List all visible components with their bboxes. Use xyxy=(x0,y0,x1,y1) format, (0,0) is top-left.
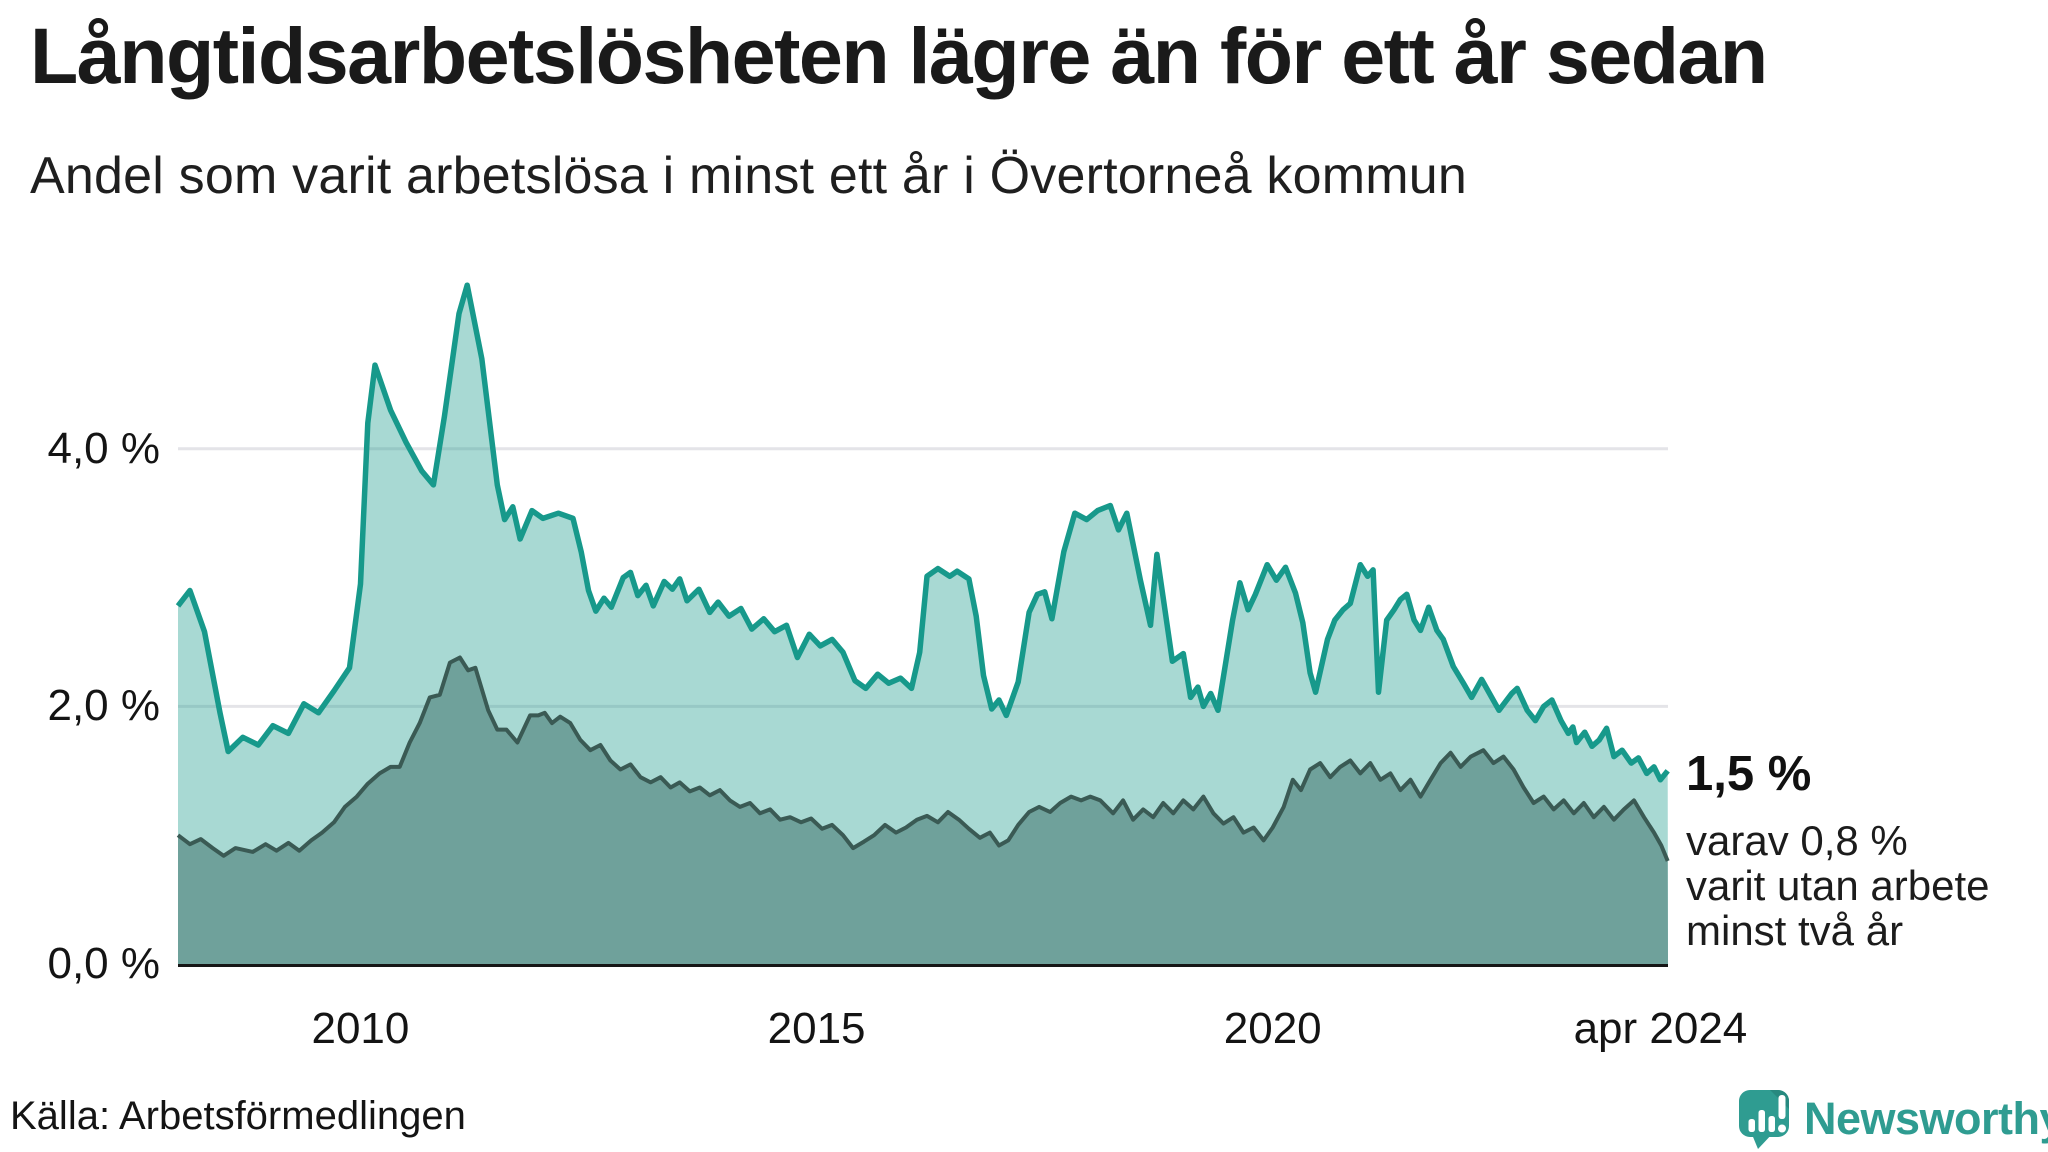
bar-chart-glyph xyxy=(1748,1095,1786,1133)
x-tick-2015: 2015 xyxy=(767,1004,866,1053)
newsworthy-logo: Newsworthy xyxy=(1736,1088,2048,1150)
page-title: Långtidsarbetslösheten lägre än för ett … xyxy=(30,11,1768,100)
line-min-two-years xyxy=(176,655,1670,862)
source-note: Källa: Arbetsförmedlingen xyxy=(10,1094,466,1138)
area-min-two-years xyxy=(178,657,1668,964)
end-value-detail: varav 0,8 % varit utan arbete minst två … xyxy=(1686,818,1990,953)
end-value-detail-line: varit utan arbete xyxy=(1686,862,1990,909)
x-tick-2010: 2010 xyxy=(311,1004,410,1053)
end-value-annotation: 1,5 % varav 0,8 % varit utan arbete mins… xyxy=(1686,746,1990,953)
newsworthy-bubble-icon xyxy=(1739,1090,1789,1149)
y-tick-2pct: 2,0 % xyxy=(47,681,160,731)
x-tick-apr-2024: apr 2024 xyxy=(1573,1004,1748,1053)
end-value-detail-line: varav 0,8 % xyxy=(1686,817,1908,864)
y-tick-0pct: 0,0 % xyxy=(47,939,160,988)
x-tick-2020: 2020 xyxy=(1223,1004,1322,1053)
end-value-headline: 1,5 % xyxy=(1686,747,1812,801)
y-tick-4pct: 4,0 % xyxy=(47,423,160,473)
end-value-detail-line: minst två år xyxy=(1686,907,1904,954)
newsworthy-wordmark: Newsworthy xyxy=(1804,1093,2048,1144)
line-min-one-year xyxy=(175,282,1670,783)
page-subtitle: Andel som varit arbetslösa i minst ett å… xyxy=(30,147,1467,205)
